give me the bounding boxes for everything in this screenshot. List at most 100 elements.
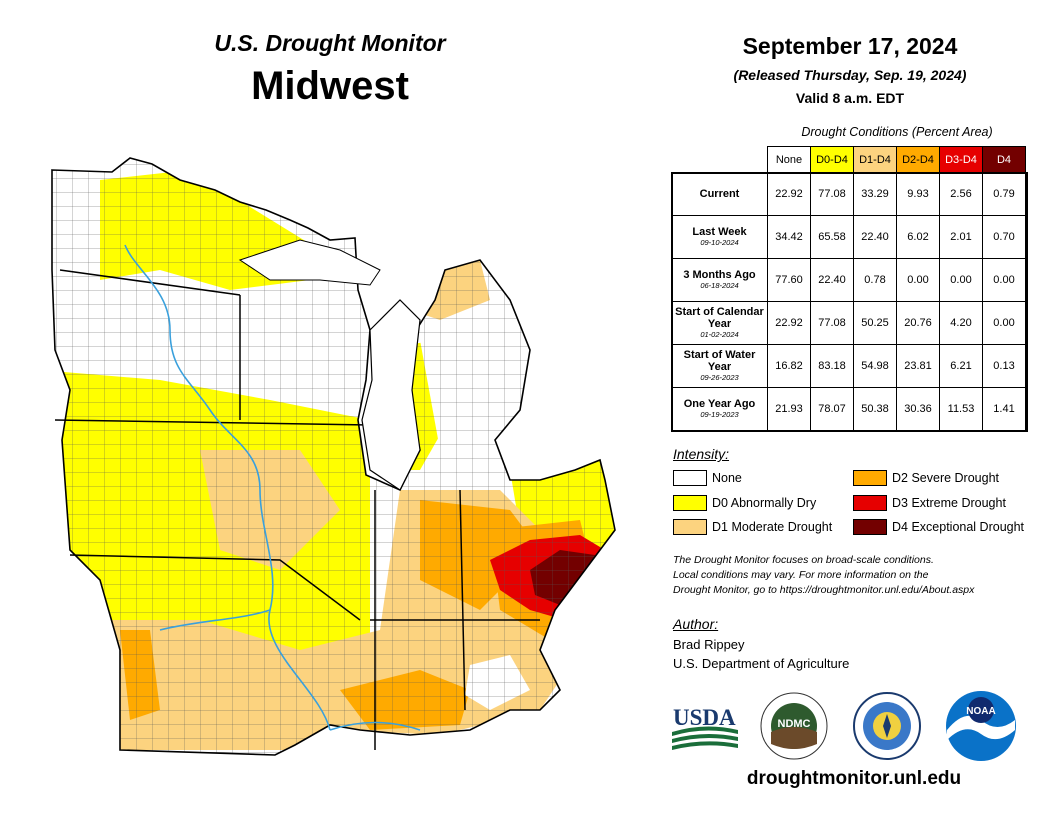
row-label-date: 01-02-2024 xyxy=(700,330,739,339)
table-cell: 21.93 xyxy=(767,387,811,431)
table-cell: 0.00 xyxy=(982,258,1026,302)
author-title: Author: xyxy=(673,616,719,632)
column-header-d1-d4: D1-D4 xyxy=(853,146,897,173)
row-label-text: Start of Water Year xyxy=(683,349,756,373)
table-row: Last Week 09-10-2024 34.42 65.58 22.40 6.… xyxy=(671,215,1026,259)
conditions-title: Drought Conditions (Percent Area) xyxy=(801,125,993,139)
lake-michigan xyxy=(361,299,421,491)
author-org: U.S. Department of Agriculture xyxy=(673,656,850,671)
legend-title: Intensity: xyxy=(673,446,730,462)
legend-item-d2: D2 Severe Drought xyxy=(853,470,999,486)
column-header-d0-d4: D0-D4 xyxy=(810,146,854,173)
release-date: (Released Thursday, Sep. 19, 2024) xyxy=(733,67,967,83)
brand-title: U.S. Drought Monitor xyxy=(214,30,446,56)
legend-swatch xyxy=(853,495,887,511)
usda-logo: USDA xyxy=(672,705,738,750)
legend-item-d3: D3 Extreme Drought xyxy=(853,495,1006,511)
disclaimer-line: The Drought Monitor focuses on broad-sca… xyxy=(673,554,934,566)
legend-swatch xyxy=(853,519,887,535)
row-label-date: 06-18-2024 xyxy=(700,281,739,290)
table-cell: 34.42 xyxy=(767,215,811,259)
table-cell: 0.13 xyxy=(982,344,1026,388)
table-cell: 1.41 xyxy=(982,387,1026,431)
table-cell: 6.21 xyxy=(939,344,983,388)
rivers xyxy=(124,244,421,731)
table-cell: 0.79 xyxy=(982,172,1026,216)
row-label-text: Start of Calendar Year xyxy=(675,306,764,330)
legend-swatch xyxy=(673,495,707,511)
legend-label: D3 Extreme Drought xyxy=(892,496,1006,510)
row-label-date: 09-19-2023 xyxy=(700,410,739,419)
table-cell: 20.76 xyxy=(896,301,940,345)
table-cell: 23.81 xyxy=(896,344,940,388)
legend-label: None xyxy=(712,471,742,485)
author-name: Brad Rippey xyxy=(673,637,745,652)
legend-label: D1 Moderate Drought xyxy=(712,520,833,534)
row-label: One Year Ago 09-19-2023 xyxy=(671,387,768,431)
region-outline xyxy=(51,157,616,756)
legend-item-d0: D0 Abnormally Dry xyxy=(673,495,816,511)
usda-logo-text: USDA xyxy=(673,705,736,730)
table-cell: 4.20 xyxy=(939,301,983,345)
row-label: Last Week 09-10-2024 xyxy=(671,215,768,259)
row-label: Current xyxy=(671,172,768,216)
report-date: September 17, 2024 xyxy=(742,33,958,59)
legend-label: D4 Exceptional Drought xyxy=(892,520,1025,534)
table-row: Start of Water Year 09-26-2023 16.82 83.1… xyxy=(671,344,1026,388)
valid-time: Valid 8 a.m. EDT xyxy=(795,90,905,106)
disclaimer-line: Local conditions may vary. For more info… xyxy=(673,569,929,581)
column-header-none: None xyxy=(767,146,811,173)
legend-swatch xyxy=(673,519,707,535)
lake-superior xyxy=(238,239,381,286)
table-cell: 22.92 xyxy=(767,301,811,345)
table-cell: 0.70 xyxy=(982,215,1026,259)
row-label: Start of Calendar Year 01-02-2024 xyxy=(671,301,768,345)
table-cell: 77.08 xyxy=(810,172,854,216)
row-label-text: 3 Months Ago xyxy=(683,269,756,281)
legend-swatch xyxy=(673,470,707,486)
row-label-date: 09-10-2024 xyxy=(700,238,739,247)
table-header-row: None D0-D4 D1-D4 D2-D4 D3-D4 D4 xyxy=(671,146,1026,173)
table-cell: 50.25 xyxy=(853,301,897,345)
legend-swatch xyxy=(853,470,887,486)
table-cell: 9.93 xyxy=(896,172,940,216)
table-cell: 77.08 xyxy=(810,301,854,345)
table-cell: 65.58 xyxy=(810,215,854,259)
row-label-text: Current xyxy=(699,188,740,200)
state-boundaries xyxy=(54,269,540,750)
table-cell: 50.38 xyxy=(853,387,897,431)
table-cell: 33.29 xyxy=(853,172,897,216)
table-row: Start of Calendar Year 01-02-2024 22.92 7… xyxy=(671,301,1026,345)
footer-url[interactable]: droughtmonitor.unl.edu xyxy=(746,768,962,789)
table-cell: 77.60 xyxy=(767,258,811,302)
table-cell: 22.40 xyxy=(853,215,897,259)
noaa-logo: NOAA xyxy=(946,691,1016,761)
table-cell: 2.01 xyxy=(939,215,983,259)
disclaimer: The Drought Monitor focuses on broad-sca… xyxy=(673,553,1043,598)
column-header-d2-d4: D2-D4 xyxy=(896,146,940,173)
table-cell: 0.00 xyxy=(896,258,940,302)
column-header-d3-d4: D3-D4 xyxy=(939,146,983,173)
row-label: 3 Months Ago 06-18-2024 xyxy=(671,258,768,302)
nws-seal xyxy=(853,692,921,760)
table-cell: 0.00 xyxy=(982,301,1026,345)
column-header-d4: D4 xyxy=(982,146,1026,173)
legend-item-d4: D4 Exceptional Drought xyxy=(853,519,1024,535)
table-corner xyxy=(671,146,768,173)
table-cell: 11.53 xyxy=(939,387,983,431)
ndmc-logo-text: NDMC xyxy=(778,718,811,730)
region-title: Midwest xyxy=(251,64,409,108)
table-cell: 54.98 xyxy=(853,344,897,388)
table-cell: 22.40 xyxy=(810,258,854,302)
ndmc-logo: NDMC xyxy=(760,692,828,760)
legend-label: D2 Severe Drought xyxy=(892,471,1000,485)
table-cell: 16.82 xyxy=(767,344,811,388)
table-cell: 83.18 xyxy=(810,344,854,388)
table-cell: 30.36 xyxy=(896,387,940,431)
conditions-table: None D0-D4 D1-D4 D2-D4 D3-D4 D4 Current … xyxy=(671,146,1026,431)
row-label: Start of Water Year 09-26-2023 xyxy=(671,344,768,388)
legend-label: D0 Abnormally Dry xyxy=(712,496,817,510)
table-row: Current 22.92 77.08 33.29 9.93 2.56 0.79 xyxy=(671,172,1026,216)
table-cell: 0.00 xyxy=(939,258,983,302)
table-cell: 2.56 xyxy=(939,172,983,216)
